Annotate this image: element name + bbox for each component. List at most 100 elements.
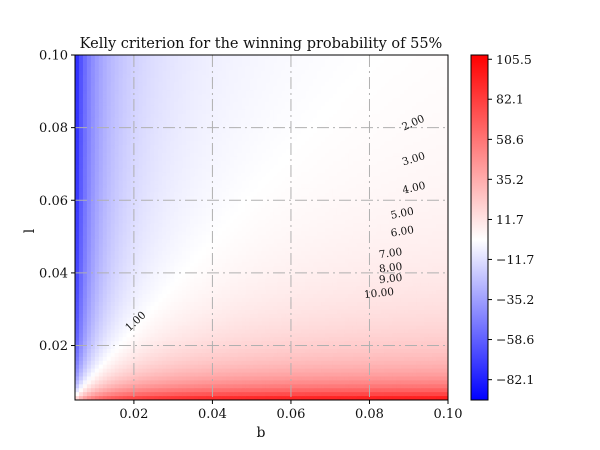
heatmap-cell bbox=[174, 251, 179, 256]
heatmap-cell bbox=[245, 58, 251, 64]
heatmap-cell bbox=[237, 239, 243, 244]
heatmap-cell bbox=[94, 290, 100, 295]
heatmap-cell bbox=[289, 145, 294, 150]
heatmap-cell bbox=[78, 211, 84, 217]
heatmap-cell bbox=[281, 274, 286, 280]
heatmap-cell bbox=[75, 117, 80, 123]
heatmap-cell bbox=[194, 239, 199, 244]
heatmap-cell bbox=[170, 211, 175, 217]
heatmap-cell bbox=[154, 298, 159, 303]
heatmap-cell bbox=[78, 317, 84, 323]
heatmap-cell bbox=[277, 333, 282, 338]
heatmap-cell bbox=[82, 243, 88, 248]
heatmap-cell bbox=[257, 121, 263, 127]
heatmap-cell bbox=[190, 360, 195, 366]
heatmap-cell bbox=[82, 149, 88, 154]
heatmap-cell bbox=[285, 360, 290, 366]
heatmap-cell bbox=[269, 274, 275, 280]
heatmap-cell bbox=[170, 62, 175, 68]
heatmap-cell bbox=[277, 176, 282, 182]
heatmap-cell bbox=[265, 337, 271, 342]
heatmap-cell bbox=[102, 341, 108, 346]
heatmap-cell bbox=[122, 258, 128, 264]
heatmap-cell bbox=[205, 172, 211, 178]
heatmap-cell bbox=[289, 141, 294, 146]
heatmap-cell bbox=[217, 396, 223, 400]
heatmap-cell bbox=[142, 66, 148, 72]
heatmap-cell bbox=[174, 392, 179, 397]
heatmap-cell bbox=[213, 388, 219, 393]
heatmap-cell bbox=[146, 219, 151, 225]
heatmap-cell bbox=[213, 364, 219, 370]
heatmap-cell bbox=[217, 254, 223, 260]
heatmap-cell bbox=[285, 313, 290, 319]
heatmap-cell bbox=[241, 258, 247, 264]
heatmap-cell bbox=[213, 360, 219, 366]
heatmap-cell bbox=[237, 356, 243, 362]
heatmap-cell bbox=[297, 262, 302, 268]
heatmap-cell bbox=[154, 341, 159, 346]
heatmap-cell bbox=[114, 341, 120, 346]
heatmap-cell bbox=[297, 117, 302, 123]
heatmap-cell bbox=[130, 286, 136, 291]
heatmap-cell bbox=[122, 70, 128, 76]
heatmap-cell bbox=[90, 66, 96, 72]
heatmap-cell bbox=[241, 156, 247, 162]
heatmap-cell bbox=[293, 282, 298, 287]
heatmap-cell bbox=[205, 94, 211, 99]
heatmap-cell bbox=[237, 227, 243, 233]
heatmap-cell bbox=[154, 396, 159, 400]
heatmap-cell bbox=[225, 258, 231, 264]
heatmap-cell bbox=[134, 243, 140, 248]
heatmap-cell bbox=[186, 384, 191, 389]
heatmap-cell bbox=[170, 262, 175, 268]
heatmap-cell bbox=[154, 317, 159, 323]
heatmap-cell bbox=[281, 78, 286, 84]
heatmap-cell bbox=[281, 262, 286, 268]
heatmap-cell bbox=[78, 156, 84, 162]
heatmap-cell bbox=[190, 145, 195, 150]
heatmap-cell bbox=[102, 203, 108, 209]
heatmap-cell bbox=[194, 305, 199, 311]
heatmap-cell bbox=[201, 82, 207, 87]
heatmap-cell bbox=[75, 258, 80, 264]
heatmap-cell bbox=[110, 368, 116, 374]
heatmap-cell bbox=[94, 372, 100, 378]
heatmap-cell bbox=[225, 203, 231, 209]
heatmap-cell bbox=[114, 309, 120, 315]
heatmap-cell bbox=[182, 74, 187, 80]
heatmap-cell bbox=[186, 278, 191, 283]
heatmap-cell bbox=[166, 380, 171, 385]
heatmap-cell bbox=[229, 109, 235, 115]
heatmap-cell bbox=[75, 380, 80, 385]
heatmap-cell bbox=[94, 309, 100, 315]
heatmap-cell bbox=[126, 70, 132, 76]
heatmap-cell bbox=[102, 360, 108, 366]
heatmap-cell bbox=[150, 215, 155, 221]
heatmap-cell bbox=[122, 262, 128, 268]
heatmap-cell bbox=[221, 356, 227, 362]
heatmap-cell bbox=[82, 188, 88, 193]
heatmap-cell bbox=[102, 94, 108, 99]
heatmap-cell bbox=[285, 145, 290, 150]
heatmap-cell bbox=[118, 70, 124, 76]
heatmap-cell bbox=[221, 129, 227, 135]
heatmap-cell bbox=[277, 298, 282, 303]
heatmap-cell bbox=[281, 388, 286, 393]
heatmap-cell bbox=[75, 74, 80, 80]
heatmap-cell bbox=[90, 94, 96, 99]
heatmap-cell bbox=[126, 94, 132, 99]
heatmap-cell bbox=[178, 129, 183, 135]
heatmap-cell bbox=[201, 325, 207, 331]
heatmap-cell bbox=[198, 102, 203, 107]
heatmap-cell bbox=[285, 325, 290, 331]
heatmap-cell bbox=[90, 392, 96, 397]
heatmap-cell bbox=[178, 235, 183, 240]
heatmap-cell bbox=[142, 215, 148, 221]
heatmap-cell bbox=[178, 305, 183, 311]
heatmap-cell bbox=[285, 196, 290, 201]
heatmap-cell bbox=[297, 74, 302, 80]
heatmap-cell bbox=[205, 149, 211, 154]
heatmap-cell bbox=[154, 102, 159, 107]
heatmap-cell bbox=[241, 388, 247, 393]
